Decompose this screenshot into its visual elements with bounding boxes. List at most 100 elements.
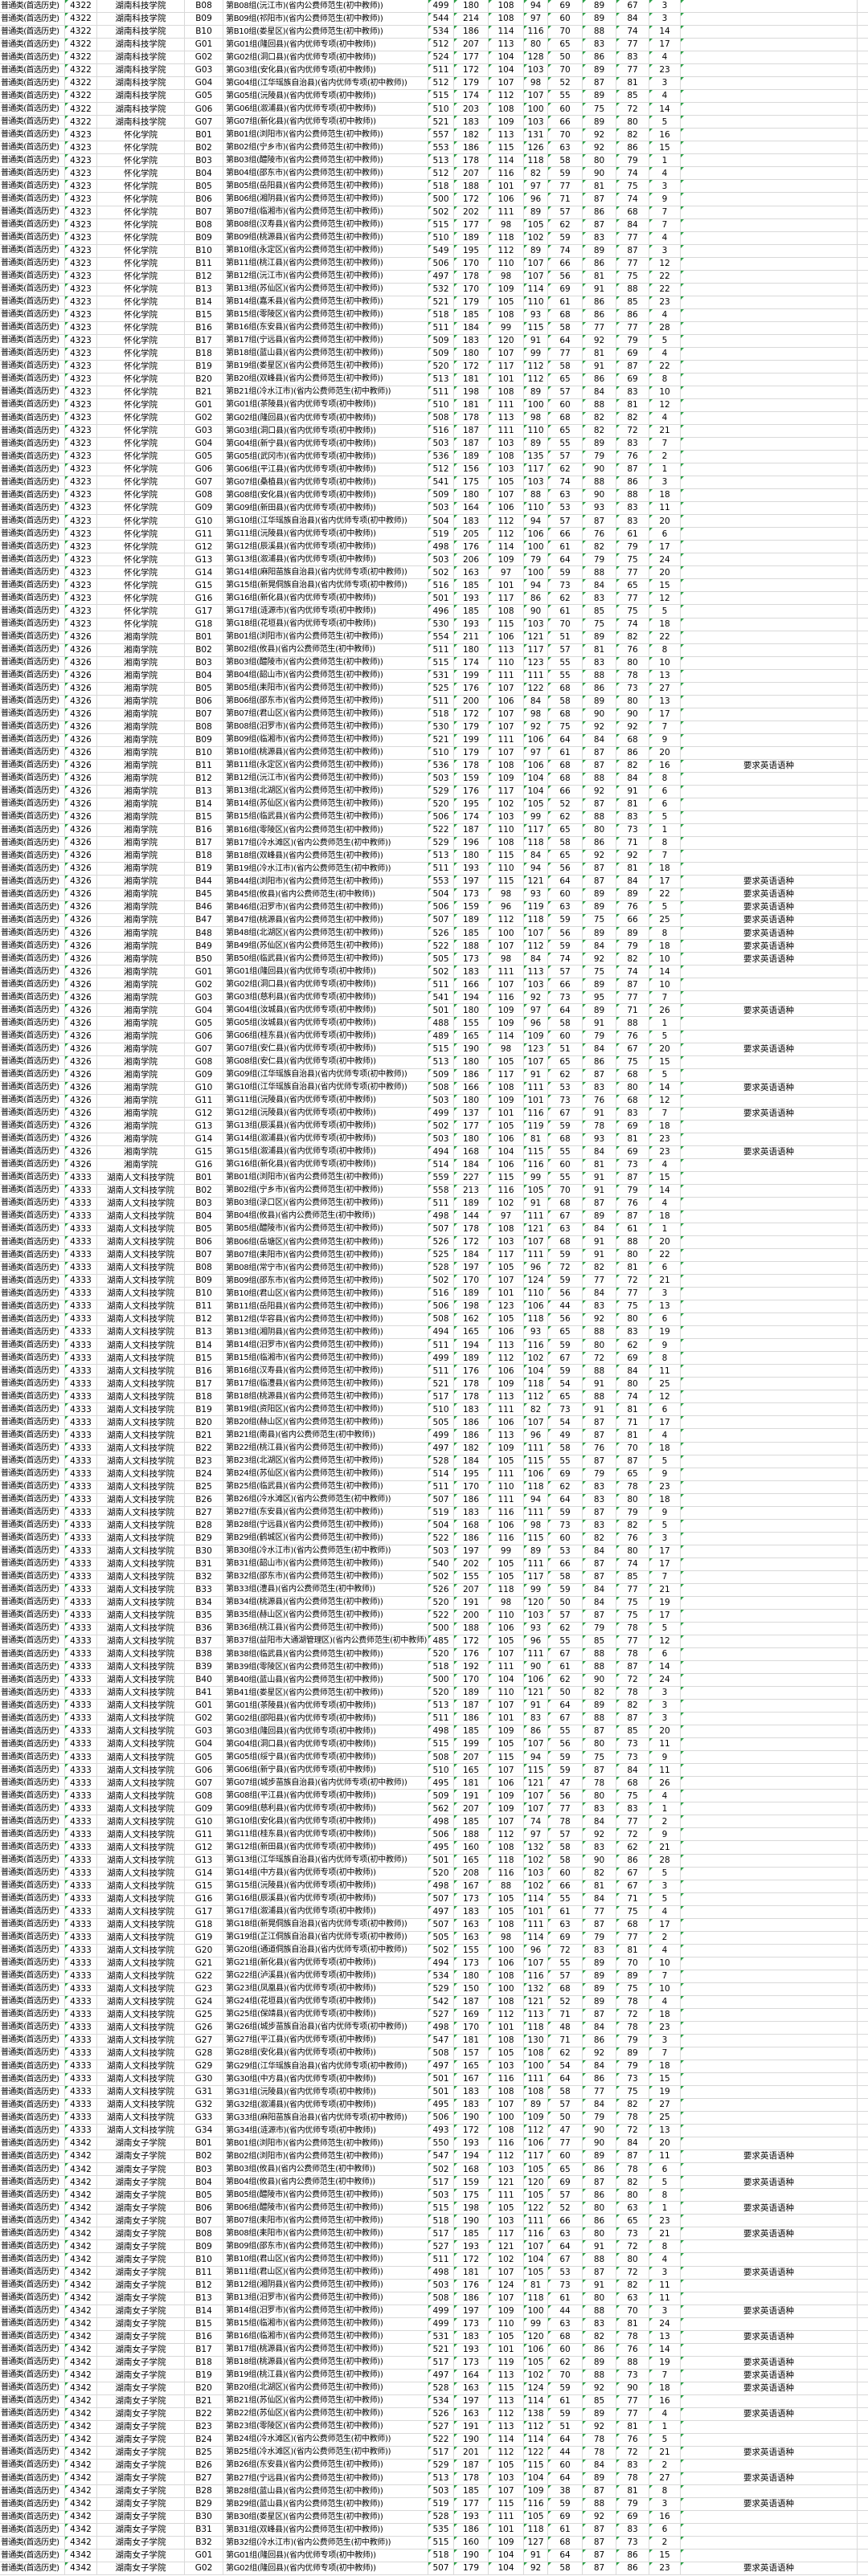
cell-major-group-code[interactable]: G14 — [185, 1133, 223, 1145]
cell-value-8[interactable]: 4 — [649, 412, 681, 425]
cell-value-4[interactable]: 100 — [524, 541, 548, 553]
cell-college-name[interactable]: 湖南女子学院 — [97, 2356, 185, 2369]
cell-major-group-desc[interactable]: 第B05组(醴陵市)(省内公费师范生(初中教师)) — [223, 2189, 428, 2202]
cell-category[interactable]: 普通类(首选历史) — [0, 2537, 65, 2549]
cell-trailing[interactable] — [858, 708, 868, 721]
cell-value-3[interactable]: 105 — [489, 1055, 524, 1068]
cell-value-7[interactable]: 76 — [616, 2343, 649, 2356]
cell-value-5[interactable]: 64 — [548, 2240, 583, 2253]
cell-major-group-desc[interactable]: 第B07组(君山区)(省内公费师范生(初中教师)) — [223, 708, 428, 721]
cell-value-5[interactable]: 73 — [548, 2279, 583, 2292]
cell-value-8[interactable]: 5 — [649, 1030, 681, 1043]
cell-college-name[interactable]: 湘南学院 — [97, 708, 185, 721]
cell-value-5[interactable]: 68 — [548, 308, 583, 321]
cell-major-group-code[interactable]: G03 — [185, 1725, 223, 1738]
cell-value-8[interactable]: 13 — [649, 695, 681, 708]
cell-category[interactable]: 普通类(首选历史) — [0, 1145, 65, 1158]
cell-college-name[interactable]: 湖南人文科技学院 — [97, 1648, 185, 1661]
cell-value-2[interactable]: 185 — [454, 579, 489, 592]
cell-value-4[interactable]: 79 — [524, 553, 548, 566]
cell-major-group-desc[interactable]: 第B21组(冷水江市)(省内公费师范生(初中教师)) — [223, 386, 428, 398]
cell-value-1[interactable]: 505 — [428, 953, 454, 965]
cell-value-1[interactable]: 559 — [428, 1171, 454, 1184]
cell-value-5[interactable]: 68 — [548, 1133, 583, 1145]
cell-college-code[interactable]: 4333 — [65, 1764, 97, 1777]
cell-value-8[interactable]: 28 — [649, 321, 681, 334]
cell-remark[interactable]: 要求英语语种 — [681, 1107, 858, 1120]
cell-remark[interactable] — [681, 785, 858, 798]
cell-major-group-code[interactable]: B05 — [185, 180, 223, 193]
cell-category[interactable]: 普通类(首选历史) — [0, 1918, 65, 1931]
cell-value-1[interactable]: 520 — [428, 798, 454, 810]
cell-value-1[interactable]: 497 — [428, 1442, 454, 1455]
cell-remark[interactable] — [681, 669, 858, 682]
cell-value-4[interactable]: 81 — [524, 1133, 548, 1145]
cell-college-code[interactable]: 4342 — [65, 2215, 97, 2227]
cell-college-name[interactable]: 怀化学院 — [97, 605, 185, 618]
cell-college-code[interactable]: 4322 — [65, 13, 97, 26]
cell-college-code[interactable]: 4333 — [65, 1545, 97, 1557]
cell-category[interactable]: 普通类(首选历史) — [0, 1738, 65, 1751]
cell-major-group-desc[interactable]: 第G09组(江华瑶族自治县)(省内优师专项(初中教师)) — [223, 1068, 428, 1081]
cell-value-8[interactable]: 17 — [649, 1557, 681, 1570]
cell-remark[interactable] — [681, 51, 858, 64]
cell-value-2[interactable]: 175 — [454, 476, 489, 489]
cell-major-group-desc[interactable]: 第B27组(宁远县)(省内公费师范生(初中教师)) — [223, 2472, 428, 2485]
cell-value-1[interactable]: 518 — [428, 2215, 454, 2227]
cell-value-1[interactable]: 529 — [428, 2459, 454, 2472]
cell-major-group-desc[interactable]: 第B15组(临武县)(省内公费师范生(初中教师)) — [223, 810, 428, 823]
cell-major-group-code[interactable]: G07 — [185, 1043, 223, 1055]
cell-major-group-desc[interactable]: 第B22组(苏仙区)(省内公费师范生(初中教师)) — [223, 2407, 428, 2420]
cell-major-group-desc[interactable]: 第B12组(沅江市)(省内公费师范生(初中教师)) — [223, 270, 428, 283]
cell-category[interactable]: 普通类(首选历史) — [0, 2189, 65, 2202]
cell-college-name[interactable]: 湖南人文科技学院 — [97, 1918, 185, 1931]
cell-value-2[interactable]: 183 — [454, 2099, 489, 2112]
cell-value-7[interactable]: 79 — [616, 2034, 649, 2047]
cell-value-6[interactable]: 91 — [583, 2279, 616, 2292]
cell-value-4[interactable]: 98 — [524, 412, 548, 425]
cell-college-name[interactable]: 湖南人文科技学院 — [97, 2021, 185, 2034]
cell-remark[interactable] — [681, 463, 858, 476]
cell-college-name[interactable]: 湘南学院 — [97, 772, 185, 785]
cell-value-6[interactable]: 90 — [583, 708, 616, 721]
cell-value-2[interactable]: 165 — [454, 1326, 489, 1339]
cell-major-group-code[interactable]: G08 — [185, 1055, 223, 1068]
cell-category[interactable]: 普通类(首选历史) — [0, 798, 65, 810]
cell-value-2[interactable]: 166 — [454, 978, 489, 991]
cell-trailing[interactable] — [858, 605, 868, 617]
cell-major-group-desc[interactable]: 第B11组(岳阳县)(省内公费师范生(初中教师)) — [223, 1300, 428, 1313]
cell-college-code[interactable]: 4342 — [65, 2137, 97, 2150]
cell-major-group-code[interactable]: G25 — [185, 2008, 223, 2021]
cell-remark[interactable]: 要求英语语种 — [681, 940, 858, 953]
cell-college-name[interactable]: 湖南女子学院 — [97, 2511, 185, 2524]
cell-value-7[interactable]: 92 — [616, 721, 649, 733]
cell-value-2[interactable]: 186 — [454, 1493, 489, 1506]
cell-value-8[interactable]: 8 — [649, 1352, 681, 1365]
cell-value-7[interactable]: 86 — [616, 308, 649, 321]
cell-value-2[interactable]: 194 — [454, 1339, 489, 1352]
cell-value-6[interactable]: 84 — [583, 1545, 616, 1557]
cell-trailing[interactable] — [858, 1249, 868, 1261]
cell-value-3[interactable]: 109 — [489, 116, 524, 129]
cell-value-6[interactable]: 86 — [583, 682, 616, 695]
cell-college-name[interactable]: 湖南人文科技学院 — [97, 1905, 185, 1918]
cell-value-3[interactable]: 116 — [489, 1506, 524, 1519]
cell-major-group-code[interactable]: B18 — [185, 1390, 223, 1403]
cell-value-5[interactable]: 59 — [548, 1249, 583, 1262]
cell-trailing[interactable] — [858, 129, 868, 141]
cell-value-5[interactable]: 77 — [548, 347, 583, 360]
cell-major-group-desc[interactable]: 第B46组(汨罗市)(省内公费师范生(初中教师)) — [223, 901, 428, 914]
cell-major-group-desc[interactable]: 第G14组(中方县)(省内优师专项(初中教师)) — [223, 1867, 428, 1880]
cell-value-7[interactable]: 78 — [616, 669, 649, 682]
cell-remark[interactable] — [681, 1764, 858, 1777]
cell-value-5[interactable]: 75 — [548, 721, 583, 733]
cell-college-name[interactable]: 湖南科技学院 — [97, 116, 185, 129]
cell-value-6[interactable]: 83 — [583, 1480, 616, 1493]
cell-value-4[interactable]: 121 — [524, 1223, 548, 1235]
cell-major-group-desc[interactable]: 第G07组(新化县)(省内优师专项(初中教师)) — [223, 116, 428, 129]
cell-value-1[interactable]: 516 — [428, 425, 454, 438]
cell-value-7[interactable]: 76 — [616, 451, 649, 463]
cell-trailing[interactable] — [858, 296, 868, 308]
cell-value-4[interactable]: 99 — [524, 1583, 548, 1596]
cell-major-group-desc[interactable]: 第B18组(蓝山县)(省内公费师范生(初中教师)) — [223, 347, 428, 360]
